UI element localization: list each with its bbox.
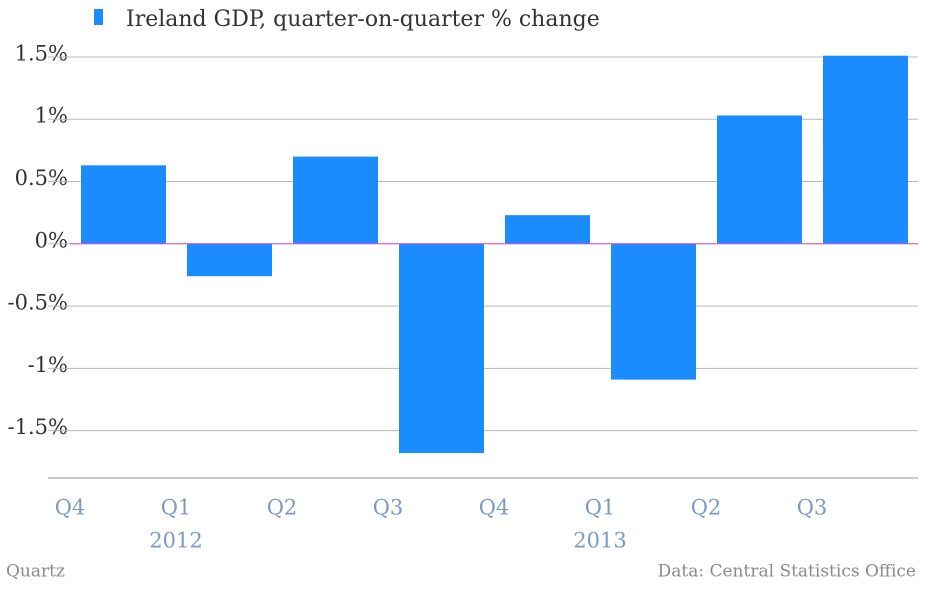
x-tick-label: Q2	[691, 496, 722, 520]
x-tick-label: Q2	[267, 496, 298, 520]
bar	[717, 115, 802, 244]
bar	[81, 165, 166, 244]
bar	[399, 243, 484, 454]
legend-swatch	[94, 9, 103, 25]
y-tick-label: 1.5%	[15, 41, 68, 65]
x-year-label: 2013	[573, 529, 626, 553]
x-year-label: 2012	[149, 529, 202, 553]
x-tick-label: Q1	[585, 496, 616, 520]
y-tick-label: 0.5%	[15, 166, 68, 190]
x-tick-label: Q1	[161, 496, 192, 520]
bar	[823, 55, 908, 244]
bar	[187, 243, 272, 277]
y-tick-label: 0%	[35, 228, 68, 252]
source: Data: Central Statistics Office	[658, 562, 916, 582]
x-tick-label: Q3	[373, 496, 404, 520]
x-tick-label: Q4	[55, 496, 86, 520]
bar	[611, 243, 696, 380]
bar	[293, 156, 378, 244]
legend-label: Ireland GDP, quarter-on-quarter % change	[126, 7, 600, 32]
x-tick-label: Q4	[479, 496, 510, 520]
brand: Quartz	[6, 562, 65, 582]
bar	[505, 215, 590, 244]
x-tick-label: Q3	[797, 496, 828, 520]
y-tick-label: 1%	[35, 104, 68, 128]
y-tick-label: -1%	[28, 353, 68, 377]
y-tick-label: -1.5%	[8, 415, 68, 439]
y-tick-label: -0.5%	[8, 291, 68, 315]
